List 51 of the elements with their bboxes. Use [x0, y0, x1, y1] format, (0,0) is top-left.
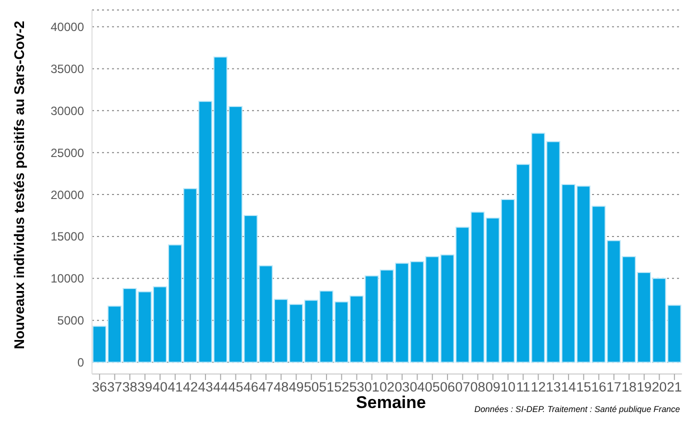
- x-tick-label: 36: [92, 380, 108, 395]
- y-tick-label: 25000: [50, 146, 84, 160]
- y-tick-label: 35000: [50, 62, 84, 76]
- x-tick-label: 43: [198, 380, 213, 395]
- x-tick-label: 44: [213, 380, 229, 395]
- x-tick-label: 53: [349, 380, 364, 395]
- x-tick-label: 08: [470, 380, 486, 395]
- x-tick-label: 40: [152, 380, 168, 395]
- x-tick-label: 10: [500, 380, 516, 395]
- y-tick-label: 40000: [50, 20, 84, 34]
- x-tick-label: 42: [182, 380, 198, 395]
- x-tick-label: 38: [122, 380, 138, 395]
- x-tick-label: 51: [318, 380, 334, 395]
- x-tick-label: 12: [530, 380, 546, 395]
- x-tick-label: 03: [394, 380, 410, 395]
- x-tick-label: 52: [334, 380, 350, 395]
- text: Données : SI-DEP. Traitement : Santé publique France: [474, 404, 680, 414]
- x-tick-label: 45: [228, 380, 244, 395]
- x-tick-label: 01: [364, 380, 380, 395]
- x-tick-label: 41: [168, 380, 183, 395]
- x-tick-label: 13: [546, 380, 561, 395]
- y-tick-label: 0: [77, 356, 84, 370]
- x-tick-label: 06: [440, 380, 456, 395]
- x-tick-label: 37: [107, 380, 122, 395]
- x-tick-label: 46: [243, 380, 258, 395]
- y-axis-title: Nouveaux individus testés positifs au Sars-Cov-2: [11, 20, 27, 350]
- x-tick-label: 21: [666, 380, 682, 395]
- x-tick-label: 48: [274, 380, 289, 395]
- x-tick-label: 16: [591, 380, 606, 395]
- x-tick-label: 09: [485, 380, 500, 395]
- y-tick-label: 10000: [50, 272, 84, 286]
- x-tick-label: 14: [561, 380, 577, 395]
- y-tick-label: 30000: [50, 104, 84, 118]
- x-tick-label: 02: [379, 380, 395, 395]
- x-tick-label: 49: [288, 380, 304, 395]
- x-tick-label: 07: [455, 380, 470, 395]
- y-tick-label: 20000: [50, 188, 84, 202]
- y-tick-label: 5000: [57, 314, 84, 328]
- x-tick-label: 50: [304, 380, 319, 395]
- x-tick-label: 19: [636, 380, 652, 395]
- y-tick-label: 15000: [50, 230, 84, 244]
- x-tick-label: 20: [652, 380, 667, 395]
- x-tick-label: 05: [424, 380, 440, 395]
- x-tick-label: 18: [622, 380, 637, 395]
- x-tick-label: 47: [258, 380, 274, 395]
- x-tick-label: 15: [576, 380, 592, 395]
- x-tick-label: 11: [516, 380, 530, 395]
- x-tick-label: 17: [606, 380, 622, 395]
- x-tick-label: 39: [137, 380, 152, 395]
- x-axis-title: Semaine: [356, 393, 426, 412]
- x-tick-label: 04: [410, 380, 426, 395]
